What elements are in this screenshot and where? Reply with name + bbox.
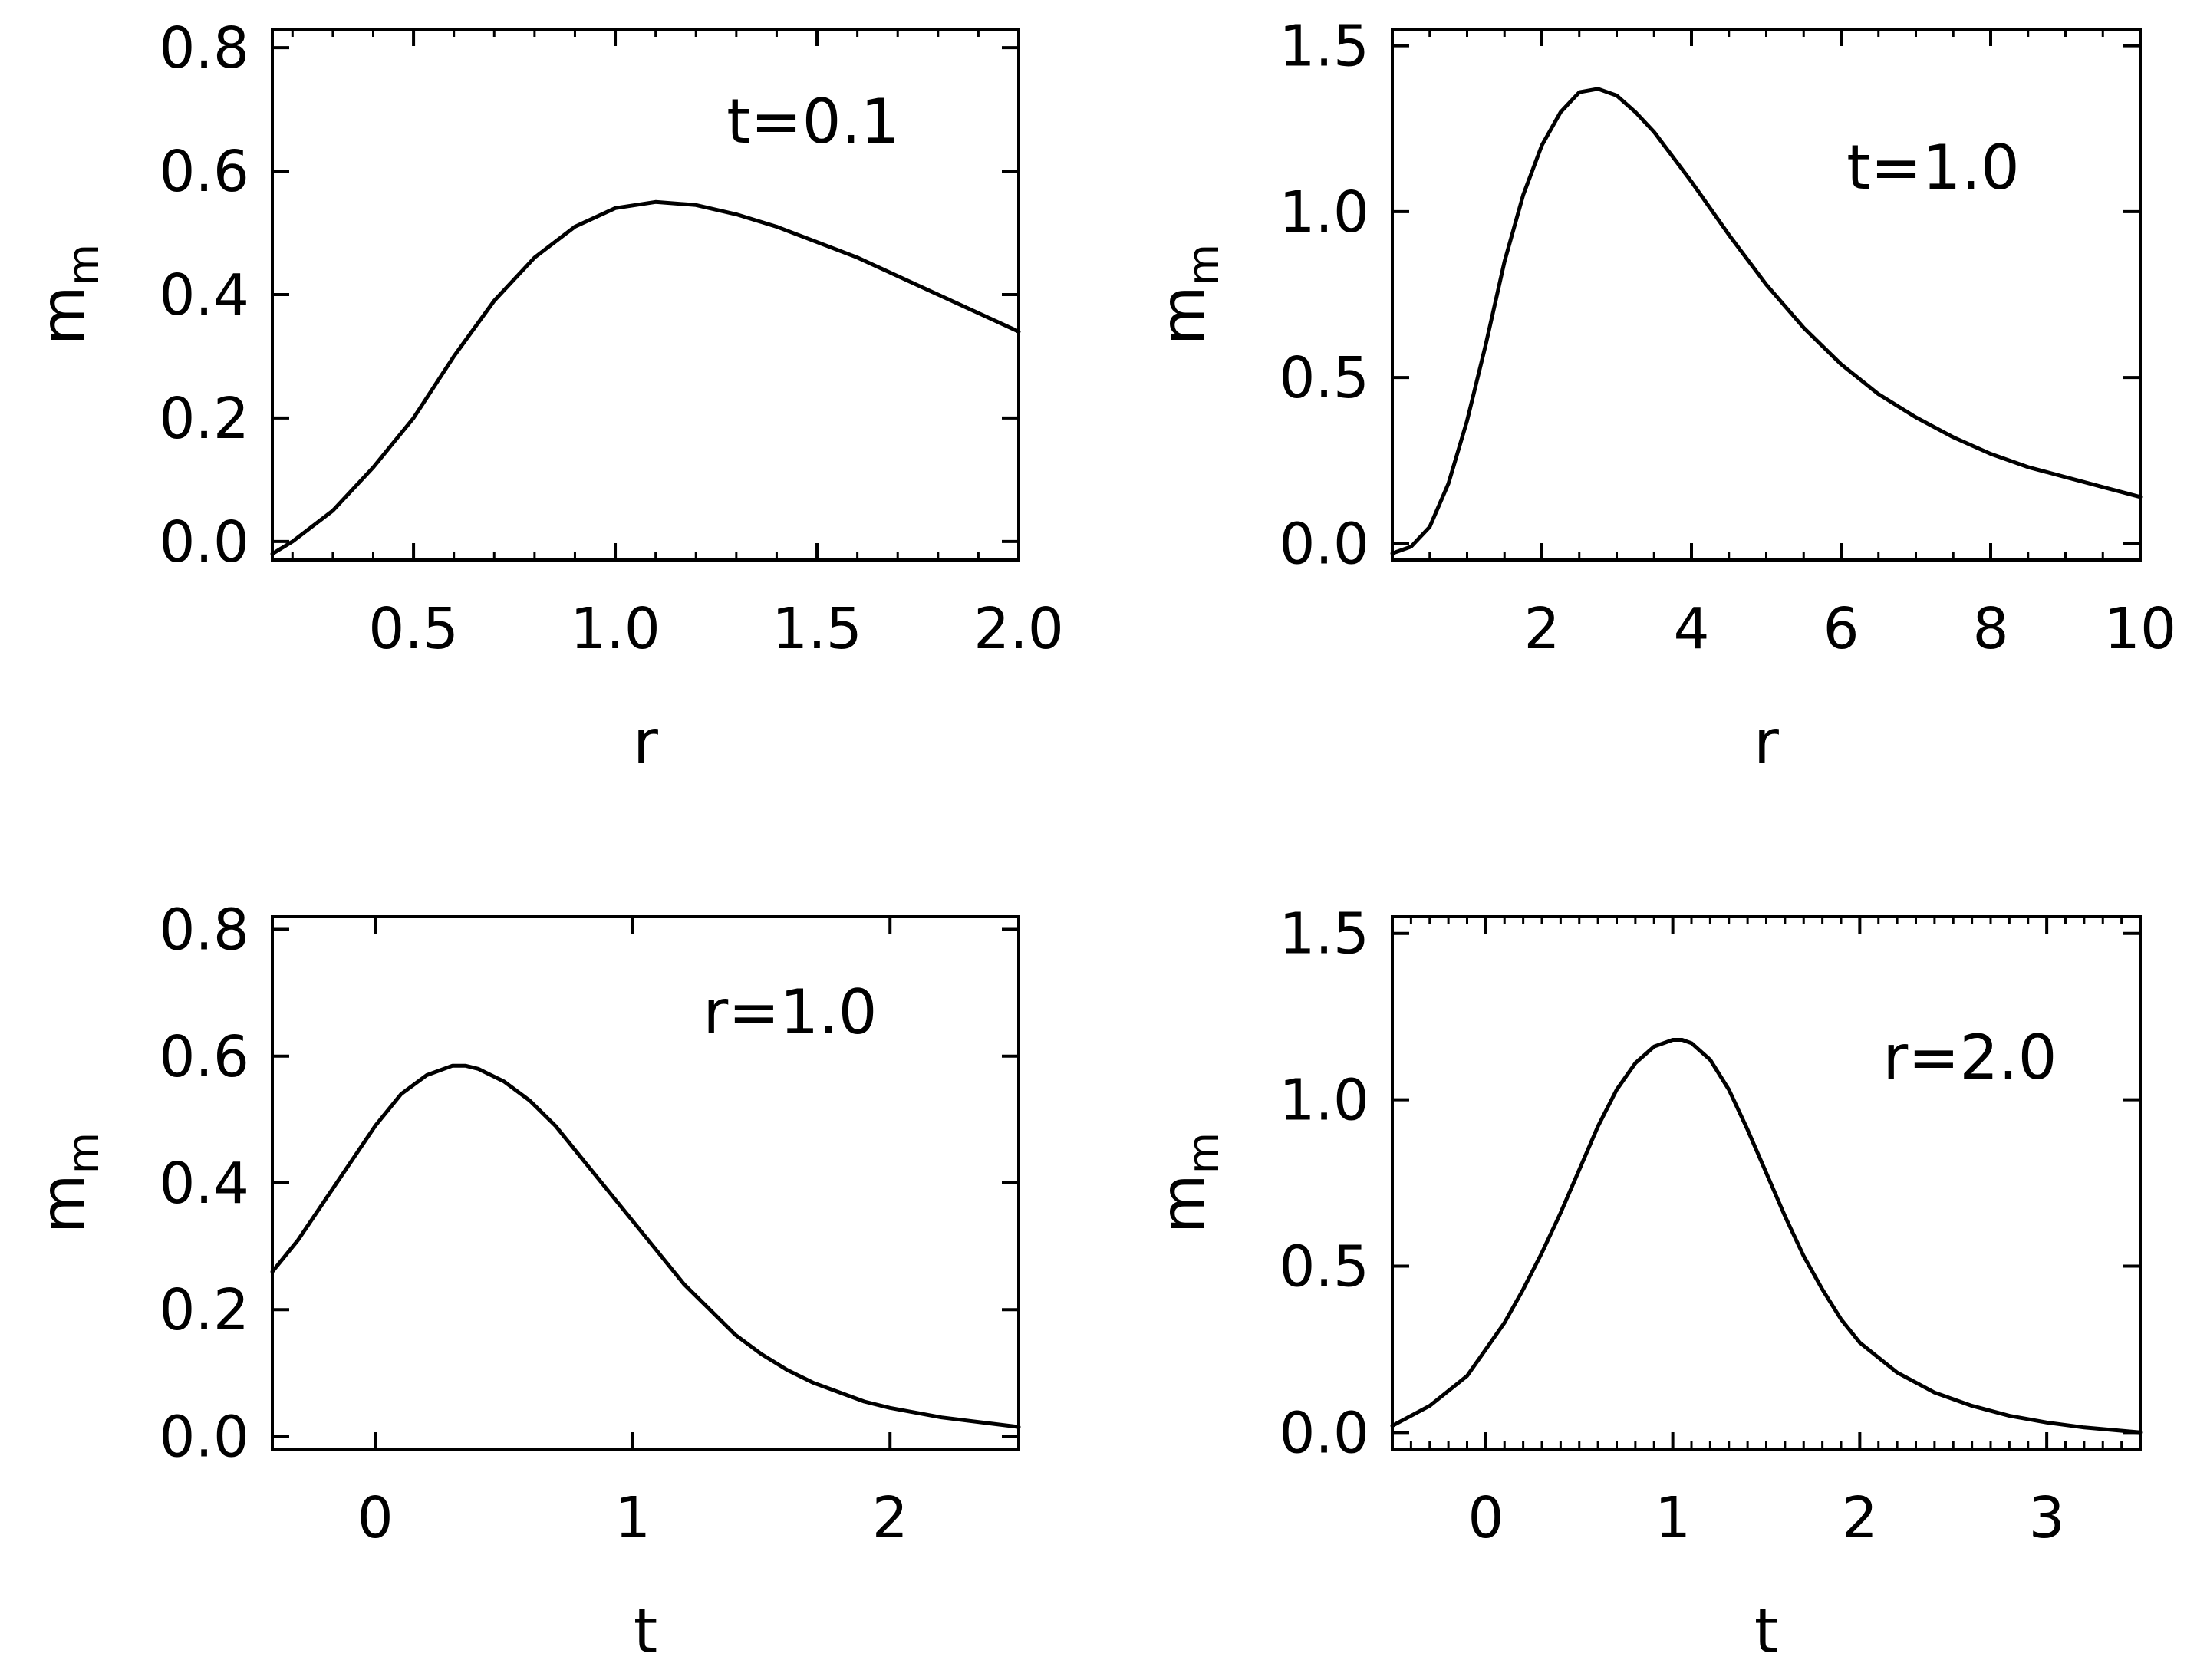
panel-annotation: r=1.0 (703, 977, 877, 1048)
x-tick-label: 2.0 (973, 596, 1064, 662)
y-tick-label: 0.8 (159, 898, 249, 964)
x-tick-label: 3 (2029, 1485, 2065, 1551)
y-tick-label: 0.5 (1279, 345, 1369, 411)
y-tick-label: 0.6 (159, 1024, 249, 1090)
plot-frame (271, 28, 1020, 562)
x-axis-label: r (1754, 707, 1779, 778)
y-tick-label: 0.0 (159, 1404, 249, 1470)
plot-frame (271, 915, 1020, 1451)
x-tick-label: 0 (1467, 1485, 1504, 1551)
y-tick-label: 0.0 (1279, 511, 1369, 577)
y-tick-label: 0.0 (1279, 1400, 1369, 1466)
series-line (270, 1063, 1021, 1429)
panel-1: 0.5 1.0 1.5 2.0 0.0 0.2 0.4 0.6 0.8 r mm t=0.1 (28, 15, 1064, 778)
panel-2: 2 4 6 8 10 0.0 0.5 1.0 1.5 r mm t=1.0 (1148, 14, 2176, 778)
x-tick-label: 6 (1823, 596, 1859, 662)
y-tick-label: 0.8 (159, 15, 249, 81)
series-line (1390, 1038, 2143, 1435)
y-tick-label: 1.0 (1279, 180, 1369, 245)
x-tick-label: 1 (1655, 1485, 1691, 1551)
x-tick-label: 4 (1673, 596, 1709, 662)
y-tick-label: 0.0 (159, 509, 249, 575)
y-tick-label: 1.0 (1279, 1068, 1369, 1134)
panel-4: 0 1 2 3 0.0 0.5 1.0 1.5 t mm r=2.0 (1148, 901, 2143, 1667)
x-tick-label: 2 (1842, 1485, 1878, 1551)
y-axis-label: mm (28, 1132, 109, 1234)
series-line (270, 199, 1021, 556)
plot-frame (1391, 28, 2142, 562)
y-axis-label: mm (1148, 1132, 1229, 1234)
x-tick-label: 1.0 (570, 596, 660, 662)
plot-frame (1391, 915, 2142, 1451)
y-tick-label: 1.5 (1279, 14, 1369, 80)
x-tick-label: 8 (1972, 596, 2008, 662)
x-tick-label: 0 (357, 1485, 394, 1551)
y-tick-label: 0.2 (159, 1277, 249, 1343)
x-tick-label: 10 (2104, 596, 2176, 662)
panel-annotation: r=2.0 (1882, 1022, 2057, 1093)
x-axis-label: t (1754, 1596, 1778, 1667)
y-tick-label: 0.2 (159, 386, 249, 452)
y-tick-label: 0.6 (159, 139, 249, 205)
x-tick-label: 2 (1523, 596, 1560, 662)
y-tick-label: 0.5 (1279, 1234, 1369, 1300)
panel-3: 0 1 2 0.0 0.2 0.4 0.6 0.8 t mm r=1.0 (28, 898, 1021, 1667)
panel-annotation: t=0.1 (726, 86, 900, 157)
x-tick-label: 1.5 (772, 596, 862, 662)
y-tick-label: 0.4 (159, 1151, 249, 1217)
x-tick-label: 1 (614, 1485, 651, 1551)
y-axis-label: mm (28, 244, 109, 346)
x-axis-label: r (633, 707, 658, 778)
x-tick-label: 0.5 (368, 596, 459, 662)
x-axis-label: t (634, 1596, 657, 1667)
y-tick-label: 0.4 (159, 262, 249, 328)
series-line (1390, 87, 2143, 555)
y-axis-label: mm (1148, 244, 1229, 346)
x-tick-label: 2 (872, 1485, 908, 1551)
panel-annotation: t=1.0 (1846, 132, 2020, 203)
y-tick-label: 1.5 (1279, 901, 1369, 967)
